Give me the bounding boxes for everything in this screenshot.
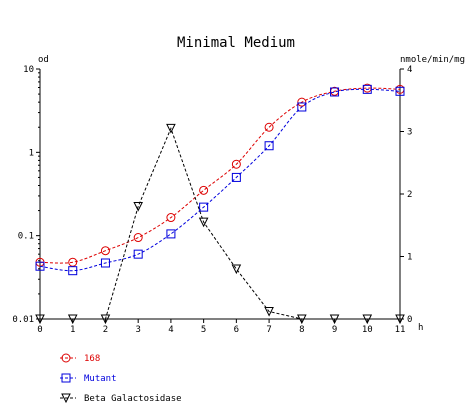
data-point <box>330 87 340 97</box>
series-line <box>40 126 400 320</box>
data-point <box>133 202 143 212</box>
series-168 <box>35 83 405 267</box>
x-tick-label: 3 <box>135 325 140 335</box>
x-tick-label: 8 <box>299 325 304 335</box>
data-point <box>297 97 307 107</box>
chart-title: Minimal Medium <box>177 35 295 51</box>
data-point <box>166 213 176 223</box>
data-point <box>133 249 143 259</box>
data-point <box>166 123 176 134</box>
data-point <box>329 314 340 325</box>
legend-marker <box>61 353 71 363</box>
legend-item: Mutant <box>60 373 117 384</box>
legend-item: 168 <box>60 353 100 364</box>
x-tick-label: 1 <box>70 325 75 335</box>
series-beta-galactosidase <box>35 123 405 325</box>
series-line <box>39 88 401 272</box>
right-tick-label: 4 <box>407 65 412 75</box>
data-point <box>199 185 209 195</box>
data-point <box>67 314 78 325</box>
data-point <box>68 266 78 276</box>
series-line <box>39 87 401 264</box>
x-tick-label: 9 <box>332 325 337 335</box>
left-axis-label: od <box>38 55 49 65</box>
data-point <box>362 314 373 325</box>
data-point <box>35 261 45 271</box>
left-tick-label: 10 <box>23 65 34 75</box>
left-tick-label: 1 <box>29 148 34 158</box>
x-tick-label: 11 <box>395 325 406 335</box>
x-tick-label: 5 <box>201 325 206 335</box>
legend-label: Beta Galactosidase <box>84 394 182 404</box>
data-point <box>35 314 45 325</box>
legend-marker <box>61 393 71 404</box>
series-mutant <box>35 84 405 276</box>
data-point <box>297 102 307 112</box>
right-tick-label: 0 <box>407 315 412 325</box>
x-tick-label: 0 <box>37 325 42 335</box>
axes: 0.01 0.1 1 10 0 1 2 3 4 0 1 2 3 4 5 6 7 8 9 10 11 <box>12 65 412 335</box>
x-tick-label: 7 <box>266 325 271 335</box>
data-point <box>198 217 209 228</box>
x-unit-label: h <box>418 323 423 333</box>
data-point <box>100 314 111 325</box>
data-point <box>231 159 241 169</box>
data-point <box>231 172 241 182</box>
data-point <box>395 86 405 96</box>
right-axis-label: nmole/min/mg <box>400 55 465 65</box>
data-point <box>395 314 405 325</box>
data-point <box>231 264 242 275</box>
right-tick-label: 3 <box>407 128 412 138</box>
data-point <box>100 258 110 268</box>
data-point <box>166 229 176 239</box>
left-tick-label: 0.1 <box>18 232 34 242</box>
data-point <box>100 246 110 256</box>
right-tick-label: 2 <box>407 190 412 200</box>
data-point <box>199 202 209 212</box>
x-tick-label: 4 <box>168 325 173 335</box>
x-tick-label: 2 <box>103 325 108 335</box>
data-point <box>264 307 274 317</box>
legend-marker <box>61 373 71 383</box>
x-tick-label: 6 <box>234 325 239 335</box>
legend-label: Mutant <box>84 374 117 384</box>
data-point <box>133 233 143 243</box>
left-tick-label: 0.01 <box>12 315 34 325</box>
data-point <box>264 141 274 151</box>
data-point <box>362 84 372 94</box>
legend-label: 168 <box>84 354 100 364</box>
data-point <box>264 122 274 132</box>
series-layer <box>35 83 405 325</box>
legend: 168 Mutant Beta Galactosidase <box>60 353 182 404</box>
data-point <box>297 314 307 325</box>
x-tick-label: 10 <box>362 325 373 335</box>
legend-item: Beta Galactosidase <box>60 393 182 404</box>
right-tick-label: 1 <box>407 253 412 263</box>
